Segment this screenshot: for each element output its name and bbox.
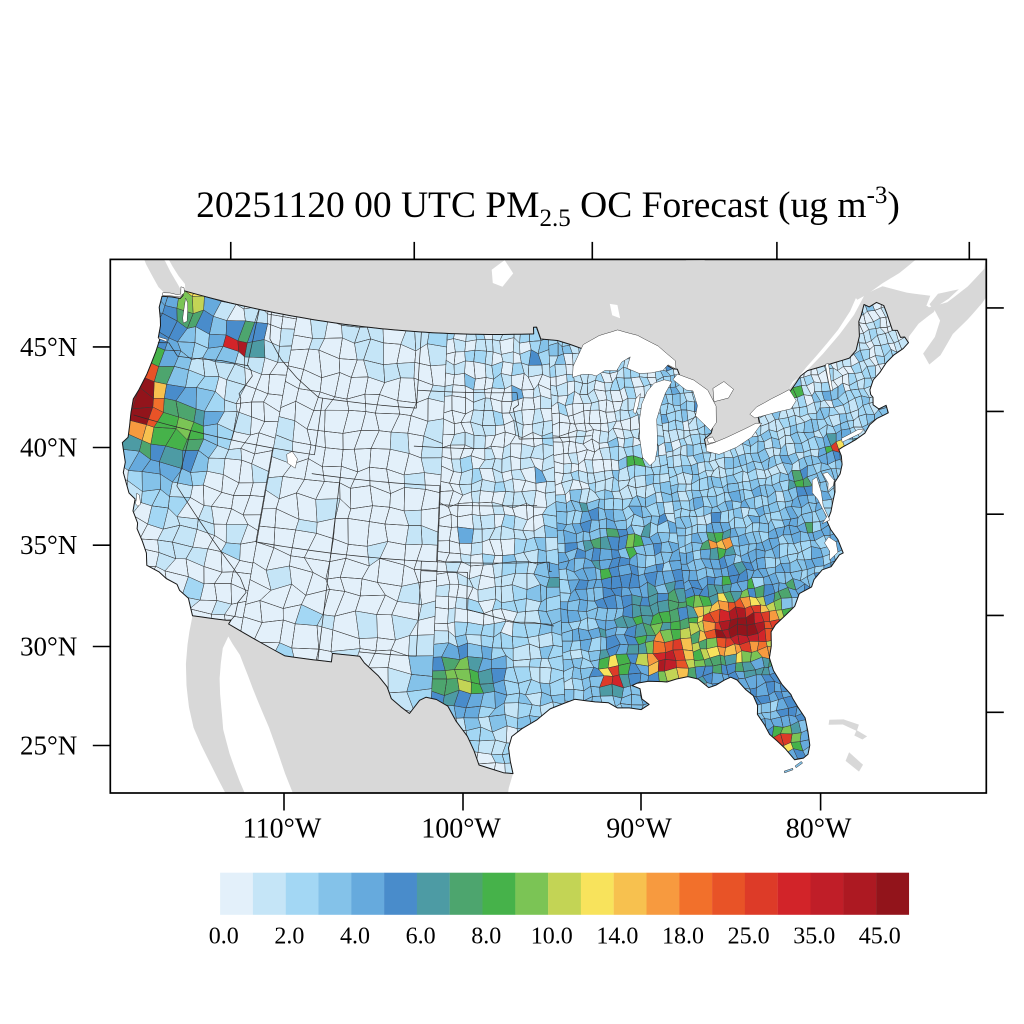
svg-text:100°W: 100°W: [421, 814, 501, 845]
svg-text:90°W: 90°W: [606, 814, 672, 845]
svg-text:25°N: 25°N: [20, 731, 77, 761]
svg-text:6.0: 6.0: [406, 924, 436, 950]
svg-text:45°N: 45°N: [20, 332, 77, 362]
svg-text:2.0: 2.0: [274, 924, 304, 950]
svg-text:25.0: 25.0: [728, 924, 770, 950]
svg-text:35.0: 35.0: [793, 924, 835, 950]
svg-text:8.0: 8.0: [471, 924, 501, 950]
svg-text:0.0: 0.0: [209, 924, 239, 950]
svg-text:110°W: 110°W: [243, 814, 322, 845]
svg-text:35°N: 35°N: [20, 530, 77, 560]
svg-text:45.0: 45.0: [859, 924, 901, 950]
svg-text:80°W: 80°W: [786, 814, 852, 845]
svg-text:18.0: 18.0: [662, 924, 704, 950]
svg-text:10.0: 10.0: [531, 924, 573, 950]
svg-text:4.0: 4.0: [340, 924, 370, 950]
svg-text:30°N: 30°N: [20, 632, 77, 662]
svg-text:14.0: 14.0: [596, 924, 638, 950]
svg-text:40°N: 40°N: [20, 433, 77, 463]
